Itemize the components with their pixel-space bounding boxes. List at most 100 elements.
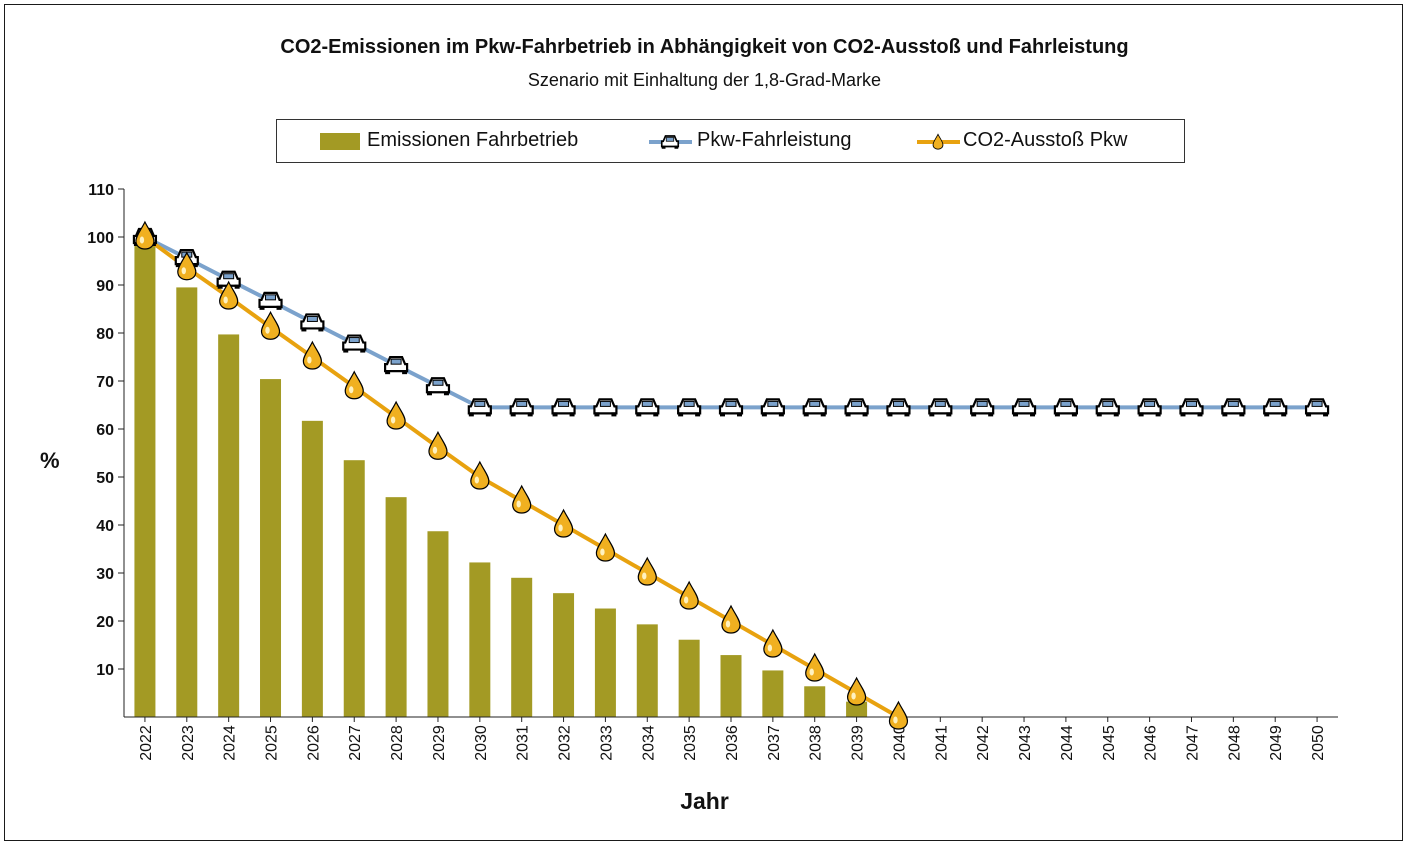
car-window	[892, 400, 904, 407]
car-wheel	[443, 391, 449, 396]
drop-body	[595, 532, 616, 562]
car-wheel	[1281, 412, 1287, 417]
x-tick-label: 2032	[557, 725, 574, 761]
car-wheel	[695, 412, 701, 417]
bar-2033	[594, 608, 616, 717]
car-wheel	[845, 412, 851, 417]
y-tick-label: 50	[96, 470, 114, 487]
y-tick-label: 90	[96, 278, 114, 295]
car-icon	[509, 398, 534, 417]
drop-body	[470, 460, 490, 490]
y-tick-label: 100	[87, 230, 114, 247]
oil-drop-icon	[637, 556, 657, 586]
drop-highlight	[767, 644, 773, 652]
drop-highlight	[809, 668, 814, 676]
x-tick-label: 2035	[682, 725, 699, 761]
x-tick-label: 2038	[808, 725, 825, 761]
x-tick-label: 2033	[598, 725, 615, 761]
car-icon	[1179, 398, 1204, 417]
oil-drop-icon	[888, 700, 909, 730]
bar-2028	[385, 497, 407, 717]
car-window	[1018, 400, 1030, 407]
car-window	[1227, 400, 1239, 407]
x-tick-label: 2027	[347, 725, 364, 761]
oil-drop-icon	[302, 340, 322, 370]
x-tick-label: 2029	[431, 725, 448, 761]
x-tick-label: 2031	[515, 725, 532, 761]
oil-drop-icon	[512, 484, 532, 514]
car-window	[599, 400, 611, 407]
x-tick-label: 2039	[850, 725, 867, 761]
car-icon	[635, 398, 660, 417]
x-tick-label: 2050	[1310, 725, 1327, 761]
y-tick-label: 110	[88, 182, 114, 199]
car-wheel	[594, 412, 600, 417]
drop-highlight	[307, 356, 312, 364]
car-icon	[425, 377, 451, 396]
drop-highlight	[851, 692, 856, 700]
oil-drop-icon	[595, 532, 616, 562]
car-wheel	[343, 348, 349, 353]
car-wheel	[485, 412, 491, 417]
car-window	[390, 358, 402, 365]
car-wheel	[862, 412, 868, 417]
bar-2037	[762, 670, 784, 717]
oil-drop-icon	[260, 310, 281, 340]
drop-body	[386, 400, 406, 430]
car-icon	[802, 398, 827, 417]
drop-body	[721, 604, 741, 634]
legend-symbols	[320, 133, 960, 150]
drop-highlight	[893, 716, 898, 724]
car-window	[683, 400, 695, 407]
x-tick-label: 2045	[1101, 725, 1118, 761]
car-wheel	[426, 391, 432, 396]
car-wheel	[301, 327, 307, 332]
drop-body	[846, 676, 867, 706]
car-icon	[1263, 398, 1288, 417]
x-tick-label: 2028	[389, 725, 406, 761]
bar-2023	[176, 287, 198, 717]
car-window	[265, 294, 277, 301]
x-tick-label: 2025	[264, 725, 281, 761]
bar-2027	[343, 460, 365, 717]
chart-subtitle: Szenario mit Einhaltung der 1,8-Grad-Mar…	[527, 70, 882, 90]
bar-2034	[636, 624, 658, 717]
car-wheel	[1096, 412, 1102, 417]
bar-2032	[553, 593, 575, 717]
x-tick-label: 2049	[1268, 725, 1285, 761]
y-tick-label: 20	[96, 614, 114, 631]
drop-body	[888, 700, 909, 730]
car-wheel	[1306, 412, 1312, 417]
y-tick-label: 30	[96, 566, 114, 583]
x-tick-label: 2030	[473, 725, 490, 761]
car-wheel	[929, 412, 935, 417]
car-wheel	[1013, 412, 1019, 417]
x-tick-label: 2041	[933, 725, 950, 761]
x-tick-label: 2047	[1184, 725, 1201, 761]
drop-highlight	[558, 524, 563, 532]
drop-body	[763, 628, 783, 658]
drop-body	[679, 580, 699, 610]
drop-body	[637, 556, 657, 586]
car-wheel	[1155, 412, 1161, 417]
car-window	[1144, 400, 1156, 407]
oil-drop-icon	[805, 652, 825, 682]
car-window	[851, 400, 863, 407]
oil-drop-icon	[721, 604, 741, 634]
car-window	[1269, 400, 1281, 407]
drop-body	[135, 220, 155, 250]
legend-label-emissions: Emissionen Fahrbetrieb	[367, 129, 579, 151]
bar-2036	[720, 655, 742, 717]
drop-highlight	[683, 596, 689, 604]
car-wheel	[1222, 412, 1228, 417]
car-window	[223, 273, 235, 280]
x-tick-label: 2036	[724, 725, 741, 761]
car-wheel	[737, 412, 742, 417]
drop-highlight	[474, 476, 480, 484]
car-icon	[1221, 398, 1246, 417]
car-wheel	[720, 412, 725, 417]
bar-2039	[846, 701, 868, 717]
bar-2026	[301, 420, 323, 717]
bar-2035	[678, 639, 700, 717]
car-wheel	[678, 412, 684, 417]
